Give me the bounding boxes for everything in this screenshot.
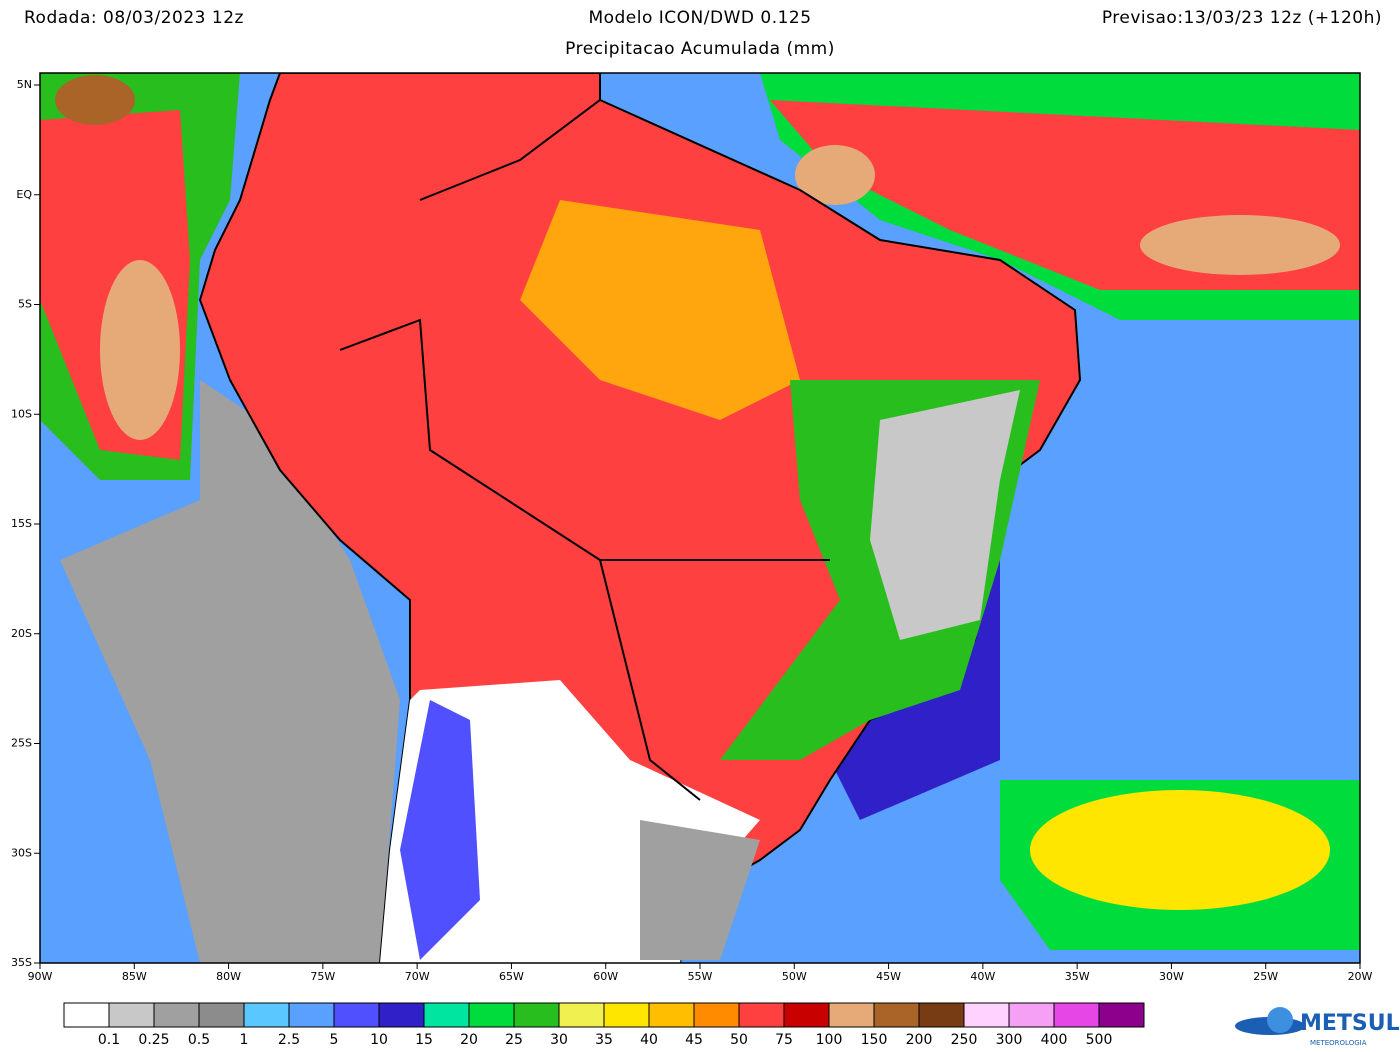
legend-label: 1 <box>240 1032 249 1048</box>
legend-label: 75 <box>775 1032 793 1048</box>
legend-swatch <box>288 1002 335 1028</box>
atlantic-yellow <box>1030 790 1330 910</box>
legend-swatch <box>63 1002 110 1028</box>
legend-swatch <box>108 1002 155 1028</box>
lat-tick-label: 5N <box>17 78 32 91</box>
pacific-max-2 <box>55 75 135 125</box>
legend-label: 400 <box>1041 1032 1068 1048</box>
legend-swatch <box>783 1002 830 1028</box>
precip-field <box>40 73 1360 963</box>
lon-tick-label: 25W <box>1253 970 1278 983</box>
subtitle: Precipitacao Acumulada (mm) <box>565 39 835 59</box>
lat-tick-label: 20S <box>11 627 32 640</box>
legend-label: 35 <box>595 1032 613 1048</box>
legend-swatch <box>243 1002 290 1028</box>
lat-tick-label: 30S <box>11 846 32 859</box>
northeast-dry <box>870 390 1020 640</box>
legend-label: 20 <box>460 1032 478 1048</box>
lon-tick-label: 60W <box>593 970 618 983</box>
legend-label: 300 <box>996 1032 1023 1048</box>
andes-blue <box>400 700 480 960</box>
legend-label: 50 <box>730 1032 748 1048</box>
legend-swatch <box>153 1002 200 1028</box>
legend-swatch <box>1053 1002 1100 1028</box>
legend-swatch <box>378 1002 425 1028</box>
legend-label: 0.5 <box>188 1032 210 1048</box>
lon-tick-label: 85W <box>122 970 147 983</box>
forecast-label: Previsao:13/03/23 12z (+120h) <box>1102 8 1382 28</box>
legend-swatch <box>423 1002 470 1028</box>
legend-label: 5 <box>330 1032 339 1048</box>
legend-swatch <box>873 1002 920 1028</box>
legend-label: 10 <box>370 1032 388 1048</box>
itcz-max <box>1140 215 1340 275</box>
country-borders <box>339 99 830 801</box>
lon-tick-label: 35W <box>1065 970 1090 983</box>
legend-label: 200 <box>906 1032 933 1048</box>
logo-tagline: METEOROLOGIA <box>1310 1039 1367 1047</box>
lon-tick-label: 90W <box>28 970 53 983</box>
lon-tick-label: 65W <box>499 970 524 983</box>
legend-label: 25 <box>505 1032 523 1048</box>
amazon-yellow <box>520 200 800 420</box>
map-ticks: 90W 85W 80W 75W 70W 65W 60W 55W 50W 45W 40W 35W 30W 2… <box>11 78 1373 983</box>
legend-swatch <box>603 1002 650 1028</box>
legend-swatch <box>963 1002 1010 1028</box>
uruguay-dry <box>640 820 760 960</box>
legend-swatch <box>333 1002 380 1028</box>
legend-label: 150 <box>861 1032 888 1048</box>
legend-swatch <box>828 1002 875 1028</box>
lat-tick-label: 10S <box>11 407 32 420</box>
legend-swatch <box>198 1002 245 1028</box>
lon-tick-label: 45W <box>876 970 901 983</box>
legend-label: 30 <box>550 1032 568 1048</box>
legend-swatch <box>513 1002 560 1028</box>
legend-label: 250 <box>951 1032 978 1048</box>
legend-label: 15 <box>415 1032 433 1048</box>
model-label: Modelo ICON/DWD 0.125 <box>588 8 811 28</box>
lat-tick-label: 15S <box>11 517 32 530</box>
logo: METSUL METEOROLOGIA <box>1235 1007 1400 1047</box>
lat-tick-label: EQ <box>16 188 32 201</box>
legend-swatch <box>468 1002 515 1028</box>
run-label: Rodada: 08/03/2023 12z <box>24 8 244 28</box>
lon-tick-label: 40W <box>970 970 995 983</box>
legend-swatch <box>918 1002 965 1028</box>
lat-tick-label: 25S <box>11 737 32 750</box>
legend-swatch <box>648 1002 695 1028</box>
legend-label: 2.5 <box>278 1032 300 1048</box>
legend-label: 45 <box>685 1032 703 1048</box>
legend-swatch <box>738 1002 785 1028</box>
pacific-max <box>100 260 180 440</box>
lon-tick-label: 50W <box>782 970 807 983</box>
lon-tick-label: 55W <box>688 970 713 983</box>
legend-swatch <box>558 1002 605 1028</box>
itcz-max-2 <box>795 145 875 205</box>
lat-tick-label: 35S <box>11 956 32 969</box>
lon-tick-label: 80W <box>216 970 241 983</box>
logo-globe <box>1267 1007 1293 1033</box>
lon-tick-label: 70W <box>405 970 430 983</box>
legend-label: 100 <box>816 1032 843 1048</box>
legend: 0.1 0.25 0.5 1 2.5 5 10 15 20 25 30 35 40 45 50 75 100 15… <box>63 1002 1145 1048</box>
legend-swatch <box>693 1002 740 1028</box>
legend-swatch <box>1008 1002 1055 1028</box>
lon-tick-label: 75W <box>310 970 335 983</box>
pacific-dry <box>60 380 400 963</box>
legend-label: 40 <box>640 1032 658 1048</box>
legend-label: 500 <box>1086 1032 1113 1048</box>
legend-swatch <box>1098 1002 1145 1028</box>
legend-label: 0.1 <box>98 1032 120 1048</box>
lon-tick-label: 20W <box>1348 970 1373 983</box>
legend-label: 0.25 <box>138 1032 169 1048</box>
lat-tick-label: 5S <box>18 298 32 311</box>
lon-tick-label: 30W <box>1159 970 1184 983</box>
logo-name: METSUL <box>1300 1011 1400 1036</box>
